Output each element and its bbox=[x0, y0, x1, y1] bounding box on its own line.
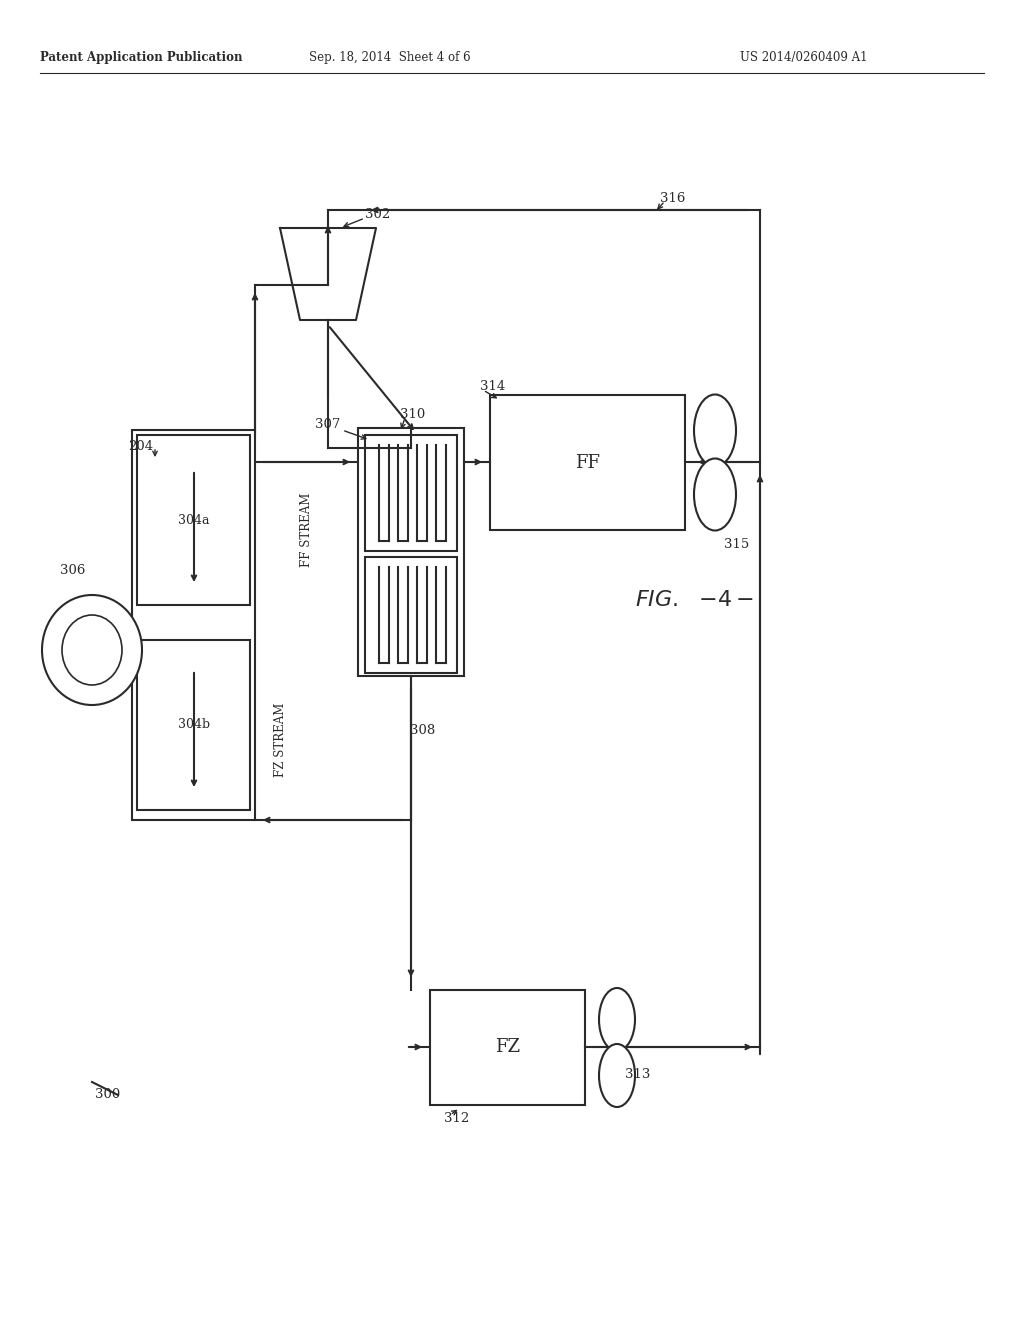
Ellipse shape bbox=[42, 595, 142, 705]
Text: 306: 306 bbox=[60, 564, 85, 577]
Bar bbox=[365, 557, 457, 673]
Ellipse shape bbox=[599, 987, 635, 1051]
Text: 310: 310 bbox=[400, 408, 425, 421]
Bar bbox=[490, 395, 685, 531]
Ellipse shape bbox=[694, 458, 736, 531]
Bar bbox=[365, 436, 457, 550]
Text: FZ STREAM: FZ STREAM bbox=[273, 702, 287, 777]
Text: 312: 312 bbox=[444, 1111, 469, 1125]
Bar bbox=[358, 428, 464, 676]
Text: $\mathit{FIG.}$  $-4-$: $\mathit{FIG.}$ $-4-$ bbox=[635, 589, 754, 611]
Bar bbox=[137, 436, 250, 605]
Bar bbox=[430, 990, 585, 1105]
Bar bbox=[137, 640, 250, 810]
Text: Patent Application Publication: Patent Application Publication bbox=[40, 51, 243, 65]
Text: FZ: FZ bbox=[495, 1039, 520, 1056]
Text: 315: 315 bbox=[724, 539, 750, 552]
Text: 304b: 304b bbox=[178, 718, 210, 731]
Ellipse shape bbox=[62, 615, 122, 685]
Text: 313: 313 bbox=[625, 1068, 650, 1081]
Text: 314: 314 bbox=[480, 380, 505, 393]
Bar bbox=[132, 430, 255, 820]
Ellipse shape bbox=[694, 395, 736, 466]
Text: FF STREAM: FF STREAM bbox=[300, 492, 313, 568]
Text: Sep. 18, 2014  Sheet 4 of 6: Sep. 18, 2014 Sheet 4 of 6 bbox=[309, 51, 471, 65]
Text: FF: FF bbox=[575, 454, 600, 471]
Text: 204: 204 bbox=[128, 441, 154, 454]
Text: 300: 300 bbox=[95, 1089, 120, 1101]
Text: US 2014/0260409 A1: US 2014/0260409 A1 bbox=[740, 51, 867, 65]
Text: 308: 308 bbox=[410, 723, 435, 737]
Text: 307: 307 bbox=[314, 418, 340, 432]
Text: 302: 302 bbox=[365, 209, 390, 222]
Ellipse shape bbox=[599, 1044, 635, 1107]
Text: 304a: 304a bbox=[178, 513, 210, 527]
Text: 316: 316 bbox=[660, 191, 685, 205]
